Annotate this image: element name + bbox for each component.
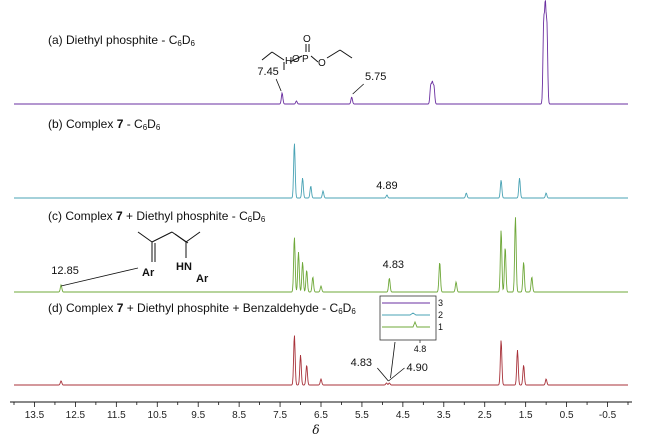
- x-tick-label: 5.5: [355, 410, 369, 421]
- series-label-b: (b) Complex 7 - C6D6: [48, 117, 161, 132]
- x-tick-label: 1.5: [519, 410, 533, 421]
- inset-line-1: [382, 320, 430, 328]
- spectra-group: [14, 0, 628, 386]
- peak-label-d-2: 4.90: [406, 362, 427, 374]
- structure-atom-o-right: O: [318, 58, 326, 69]
- x-tick-label: 13.5: [25, 410, 45, 421]
- peak-label-b-1: 4.89: [376, 180, 397, 192]
- annotations: 7.45 5.75 4.89 12.85 4.83 4.83 4.90: [51, 66, 428, 382]
- structure-atom-h: H: [285, 56, 292, 67]
- x-tick-label: 10.5: [148, 410, 168, 421]
- structure-label-ar-right: Ar: [196, 273, 209, 285]
- peak-pointer-d-2: [388, 367, 405, 382]
- structure-label-ar-left: Ar: [142, 267, 155, 279]
- spectrum-line-b: [14, 143, 628, 199]
- spectrum-line-d: [14, 335, 628, 386]
- series-label-d: (d) Complex 7 + Diethyl phosphite + Benz…: [48, 301, 356, 316]
- spectrum-line-a: [14, 0, 628, 105]
- inset-label-3: 3: [438, 298, 443, 308]
- x-tick-label: 6.5: [314, 410, 328, 421]
- x-tick-label: 0.5: [560, 410, 574, 421]
- peak-pointer-a-1: [275, 78, 282, 92]
- structure-atom-p: P: [302, 54, 309, 65]
- x-tick-label: 2.5: [478, 410, 492, 421]
- diethyl-phosphite-structure: [261, 44, 353, 70]
- spectrum-line-c: [14, 217, 628, 293]
- peak-label-d-1: 4.83: [351, 357, 372, 369]
- peak-pointer-c-1: [60, 267, 139, 287]
- peak-label-c-2: 4.83: [383, 259, 404, 271]
- inset-line-2: [382, 312, 430, 316]
- x-tick-label: 12.5: [66, 410, 86, 421]
- x-tick-label: 8.5: [232, 410, 246, 421]
- series-label-a: (a) Diethyl phosphite - C6D6: [48, 33, 196, 48]
- x-axis: 13.5 12.5 11.5 10.5 9.5 8.5 7.5 6.5 5.5 4.5 3.5 2.5…: [10, 401, 632, 421]
- x-tick-label: -0.5: [599, 410, 617, 421]
- peak-label-c-1: 12.85: [51, 265, 79, 277]
- ligand-structure: [137, 231, 201, 262]
- inset-label-1: 1: [438, 322, 443, 332]
- peak-label-a-2: 5.75: [365, 71, 386, 83]
- inset-pointer: [390, 341, 396, 379]
- structure-atom-o-top: O: [303, 34, 311, 45]
- x-tick-label: 9.5: [191, 410, 205, 421]
- series-label-c: (c) Complex 7 + Diethyl phosphite - C6D6: [48, 209, 266, 224]
- peak-label-a-1: 7.45: [257, 66, 278, 78]
- x-tick-label: 4.5: [396, 410, 410, 421]
- peak-pointer-a-2: [352, 83, 364, 95]
- x-tick-label: 3.5: [437, 410, 451, 421]
- inset-plot: 3 2 1 4.8: [379, 295, 443, 354]
- structure-label-hn: HN: [176, 261, 192, 273]
- x-axis-label: δ: [312, 423, 319, 437]
- inset-tick-label: 4.8: [414, 344, 427, 354]
- inset-label-2: 2: [438, 310, 443, 320]
- x-tick-label: 11.5: [107, 410, 126, 421]
- x-tick-label: 7.5: [273, 410, 287, 421]
- peak-pointer-d-1: [377, 367, 389, 382]
- structure-atom-o-left: O: [292, 54, 300, 65]
